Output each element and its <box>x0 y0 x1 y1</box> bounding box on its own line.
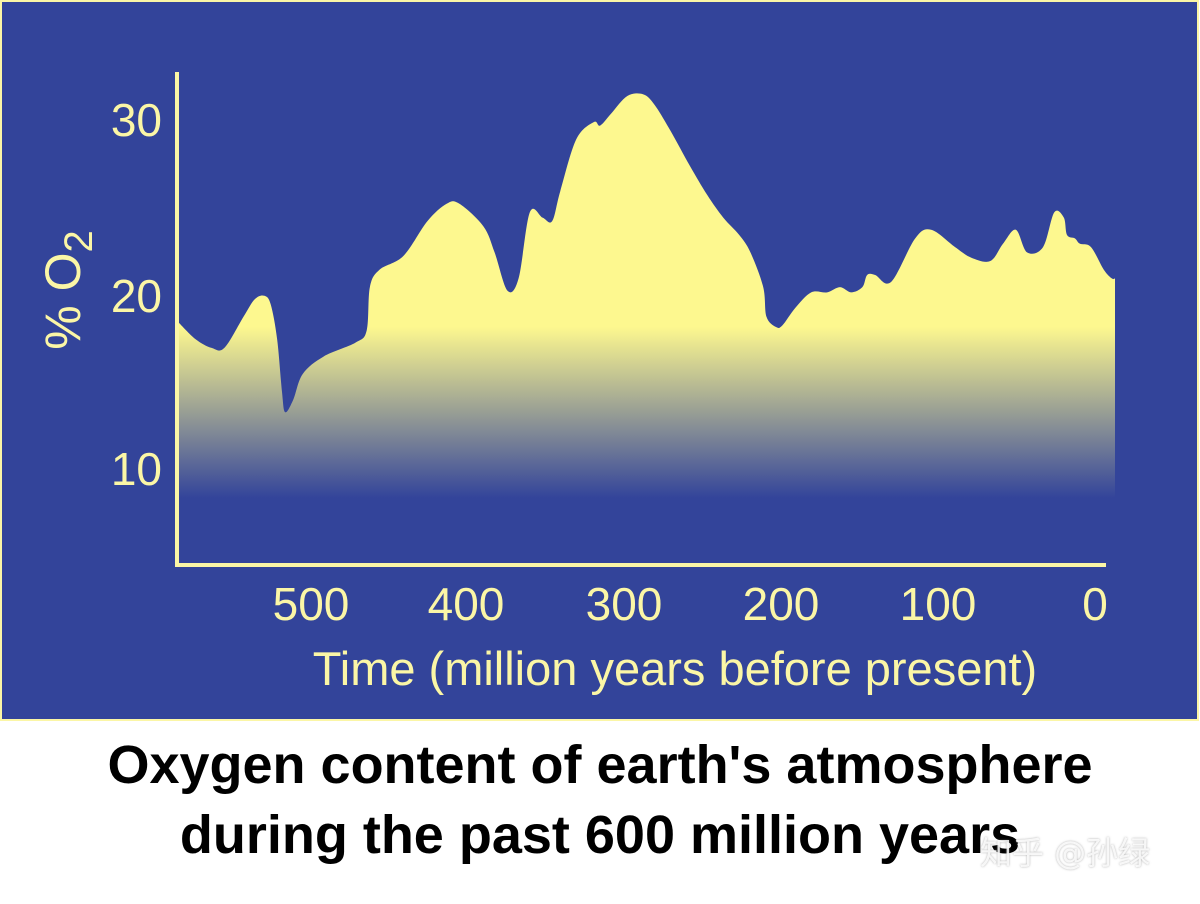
x-axis-title: Time (million years before present) <box>313 642 1037 695</box>
x-tick-label: 0 <box>1082 578 1108 630</box>
y-tick-label: 30 <box>111 94 162 146</box>
y-axis-title-subscript: 2 <box>57 230 101 252</box>
y-tick-label: 20 <box>111 270 162 322</box>
oxygen-area-series <box>178 93 1115 498</box>
chart-panel: 500 400 300 200 100 0 10 20 30 Time (million year… <box>0 0 1199 721</box>
watermark: 知乎 @孙绿 <box>980 834 1151 872</box>
chart-caption: Oxygen content of earth's atmosphere dur… <box>0 726 1200 904</box>
x-tick-label: 100 <box>900 578 977 630</box>
y-axis-title-main: % O <box>35 253 91 350</box>
x-tick-label: 200 <box>743 578 820 630</box>
caption-line-2: during the past 600 million years <box>179 805 1021 865</box>
x-tick-label: 400 <box>428 578 505 630</box>
x-tick-label: 500 <box>273 578 350 630</box>
y-tick-label: 10 <box>111 443 162 495</box>
y-axis-title: % O2 <box>35 230 101 350</box>
caption-line-1: Oxygen content of earth's atmosphere <box>107 735 1093 795</box>
oxygen-chart: 500 400 300 200 100 0 10 20 30 Time (million year… <box>0 0 1199 721</box>
x-tick-label: 300 <box>586 578 663 630</box>
